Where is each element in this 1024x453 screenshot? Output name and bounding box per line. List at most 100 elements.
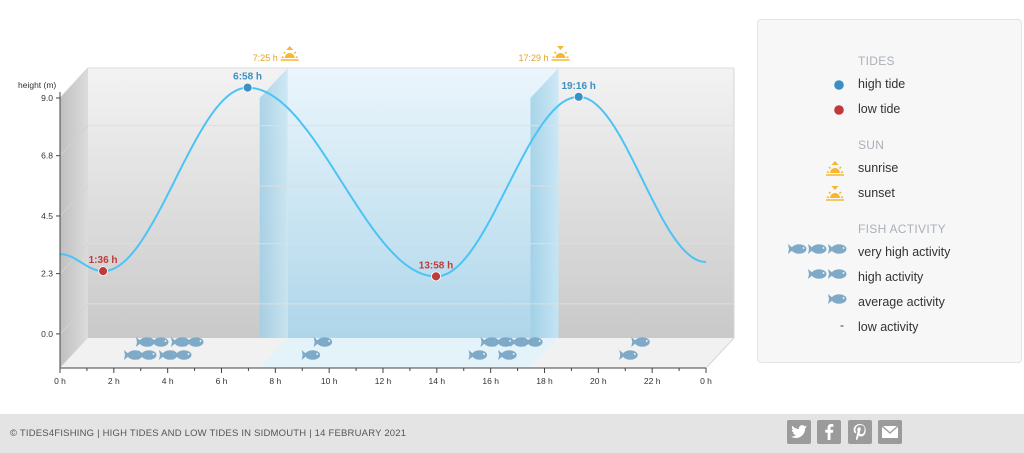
legend-very-high-label: very high activity (858, 245, 951, 259)
fish-eye (152, 353, 155, 355)
fish-tail (494, 337, 501, 347)
legend-sunset-label: sunset (858, 186, 895, 200)
fish-activity-2-1 (301, 350, 321, 360)
fish-body (831, 269, 847, 279)
fish-tail (828, 244, 834, 254)
fish-activity-0-2 (149, 337, 169, 347)
fish-body (831, 294, 847, 304)
x-tick-label-2: 4 h (162, 376, 174, 386)
sunset-time-label: 17:29 h (518, 53, 548, 63)
mail-icon[interactable] (878, 420, 902, 444)
x-tick-label-10: 20 h (590, 376, 607, 386)
sun-ray-2 (553, 51, 557, 55)
sun-arrow-up (286, 46, 294, 50)
sun-ray-0 (552, 56, 555, 59)
sun-arrow-down (557, 46, 565, 50)
x-tick-label-3: 6 h (216, 376, 228, 386)
legend-high-label: high activity (858, 270, 924, 284)
low-tide-point-0 (98, 266, 108, 277)
fish-activity-5-1 (619, 350, 638, 360)
low-tide-label-0: 1:36 h (89, 255, 118, 266)
pinterest-icon[interactable] (848, 420, 872, 444)
fish-body (527, 337, 543, 347)
back-wall-night-2 (558, 68, 734, 338)
sunset-icon (826, 186, 844, 201)
fish-eye (842, 297, 845, 299)
fish-eye (633, 353, 636, 355)
legend-sunset-glyph (826, 186, 844, 201)
high-tide-label-1: 6:58 h (233, 72, 262, 83)
sun-ray-3 (838, 191, 842, 195)
fish-eye (164, 340, 167, 342)
fish-body (141, 350, 157, 360)
sun-ray-2 (283, 51, 286, 55)
fish-body (176, 350, 192, 360)
fish-average-icon (828, 294, 847, 304)
legend-average-label: average activity (858, 295, 945, 309)
legend-fish-lg-fish3-1 (808, 244, 827, 254)
high-tide-label-3: 19:16 h (561, 81, 595, 92)
sun-ray-1 (566, 56, 569, 59)
fish-activity-1-3 (172, 350, 192, 360)
fish-tail (788, 244, 794, 254)
fish-tail (828, 294, 834, 304)
fish-body (634, 337, 650, 347)
fish-tail (135, 337, 142, 347)
x-tick-label-8: 16 h (482, 376, 499, 386)
fish-eye (842, 247, 845, 249)
fish-body (811, 269, 827, 279)
x-tick-label-1: 2 h (108, 376, 120, 386)
legend-high-tide-label: high tide (858, 77, 906, 91)
sun-ray-3 (293, 51, 297, 55)
x-tick-label-11: 22 h (644, 376, 661, 386)
legend-fish-lg-fish3-0 (788, 244, 807, 254)
fish-tail (510, 337, 517, 347)
fish-activity-3-1 (468, 350, 488, 360)
fish-tail (619, 350, 626, 360)
fish-body (791, 244, 807, 254)
fish-tail (631, 337, 638, 347)
x-tick-label-7: 14 h (429, 376, 446, 386)
legend-fish-lg-fish2-1 (828, 269, 847, 279)
fish-tail (524, 337, 531, 347)
sun-arrow-up (831, 161, 839, 165)
footer-copyright: © TIDES4FISHING | HIGH TIDES AND LOW TID… (10, 428, 407, 439)
fish-activity-3-2 (494, 337, 514, 347)
tide-chart: 1:36 h 6:58 h 13:58 h 19:16 h height (m) 0.0… (18, 46, 735, 386)
legend-fish-heading: FISH ACTIVITY (858, 222, 946, 236)
fish-activity-5-0 (631, 337, 650, 347)
legend-panel: TIDES high tide low tide SUN sunrise sun… (757, 19, 1022, 363)
grid-diag-3 (59, 125, 89, 157)
x-tick-label-4: 8 h (269, 376, 281, 386)
high-tide-point-3 (573, 91, 584, 102)
sunset-icon (551, 46, 570, 61)
legend-sun-heading: SUN (858, 138, 885, 152)
sun-disc (830, 193, 840, 198)
fish-high-icon (808, 269, 847, 279)
fish-eye (645, 340, 648, 342)
facebook-icon[interactable] (817, 420, 841, 444)
fish-activity-1-2 (184, 337, 204, 347)
fish-activity-4-1 (498, 350, 517, 360)
sun-disc (830, 168, 840, 173)
sun-ray-0 (826, 171, 830, 174)
low-tide-dot-icon (834, 105, 844, 115)
twitter-icon[interactable] (787, 420, 811, 444)
fish-tail (468, 350, 475, 360)
high-tide-dot-icon (834, 80, 844, 90)
fish-eye (842, 272, 845, 274)
sunrise-icon (826, 161, 844, 176)
fish-body (317, 337, 333, 347)
fish-very-high-icon (788, 244, 847, 254)
fish-eye (316, 353, 319, 355)
grid-diag-4 (59, 67, 89, 99)
fish-eye (328, 340, 331, 342)
daylight-end-wall (530, 68, 559, 368)
sun-arrow-down (831, 186, 839, 190)
y-tick-label-3: 6.8 (41, 151, 53, 161)
y-tick-label-1: 2.3 (41, 269, 53, 279)
fish-eye (509, 340, 511, 342)
daylight-start-wall (259, 68, 288, 368)
fish-tail (149, 337, 156, 347)
legend-tides-heading: TIDES (858, 54, 895, 68)
